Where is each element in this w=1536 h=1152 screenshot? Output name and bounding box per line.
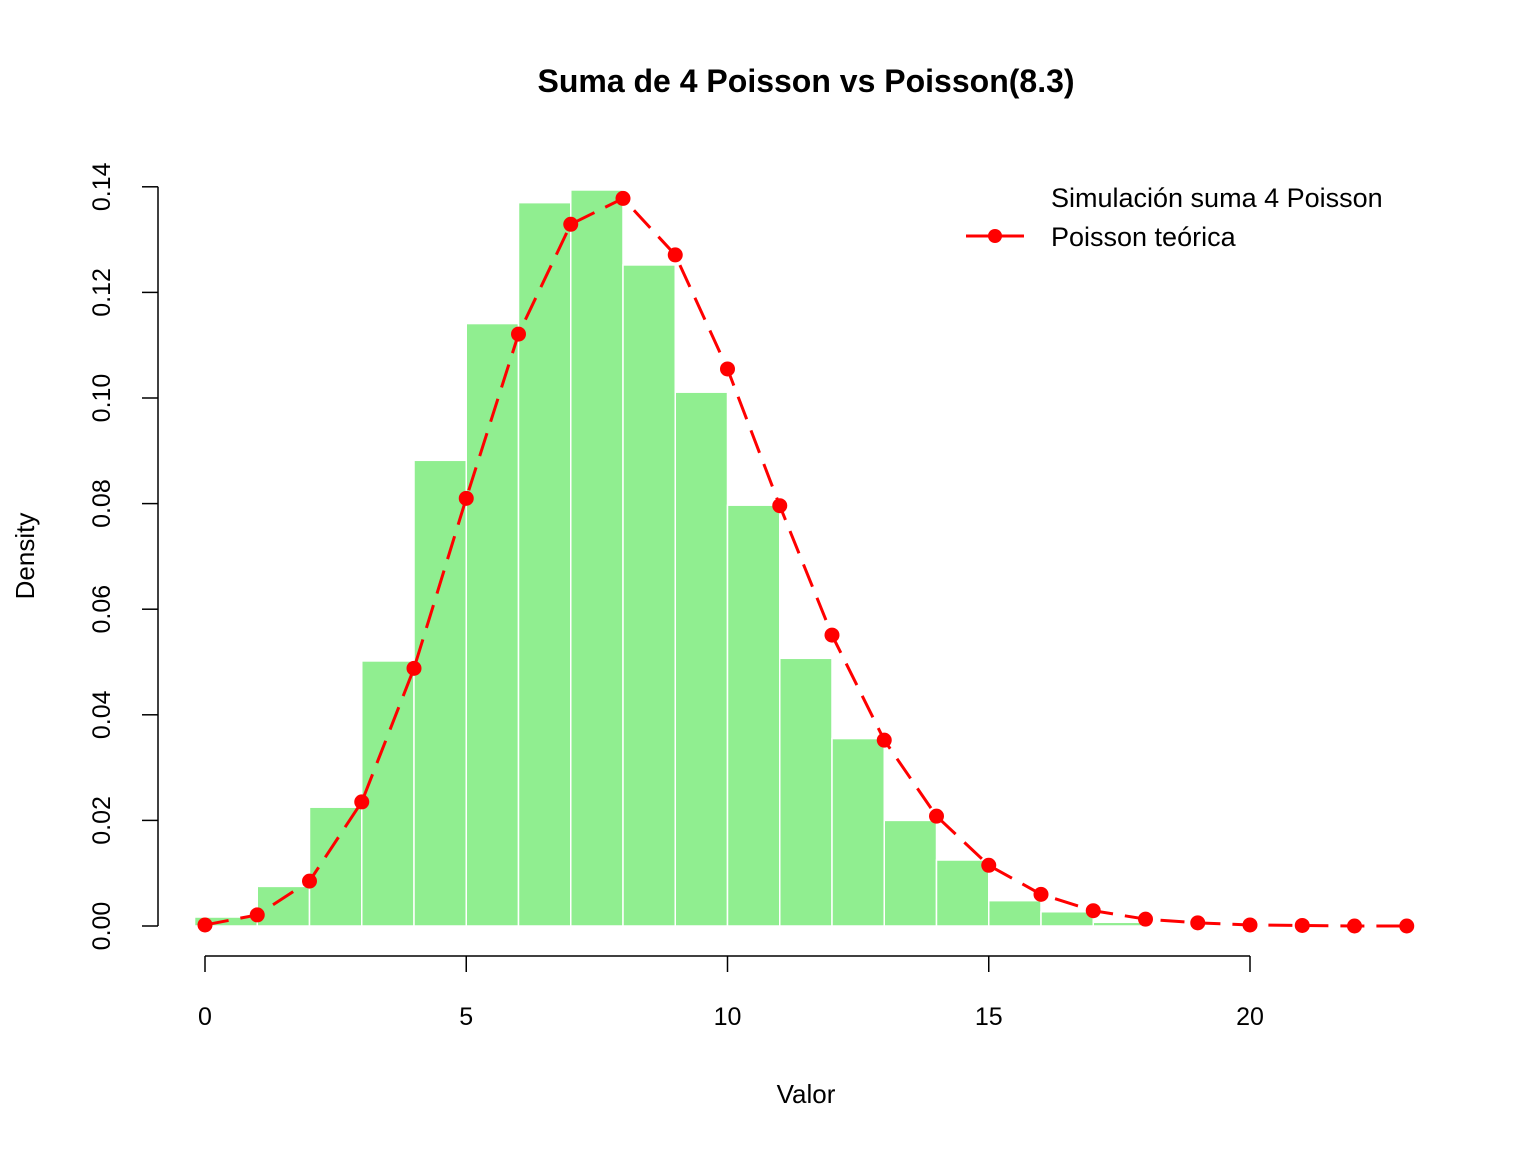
histogram-bar [988,899,1042,927]
theoretical-point [406,660,422,676]
histogram-bar [726,504,781,927]
chart-title: Suma de 4 Poisson vs Poisson(8.3) [537,63,1074,99]
histogram-bar [935,859,990,927]
histogram-bar [779,657,833,927]
theoretical-point [1190,915,1206,931]
theoretical-line-layer [204,196,1407,928]
theoretical-point [876,732,892,748]
theoretical-point [197,917,213,933]
histogram-bar [1040,910,1094,927]
theoretical-point [1085,903,1101,919]
theoretical-points [197,190,1415,934]
y-tick-label: 0.08 [88,479,116,528]
y-axis-label: Density [10,513,40,600]
theoretical-point [615,190,631,206]
theoretical-point [824,627,840,643]
x-axis-label: Valor [777,1079,836,1109]
theoretical-line [204,196,1407,928]
theoretical-point [1294,917,1310,933]
theoretical-point [1138,911,1153,927]
y-axis: 0.00 0.02 0.04 0.06 0.08 0.10 0.12 0.14 [88,162,159,951]
y-tick-label: 0.12 [88,268,116,317]
histogram-bar [622,264,676,927]
legend: Simulación suma 4 Poisson Poisson teóric… [966,183,1383,252]
histogram-bar [570,189,624,927]
theoretical-point [1347,918,1362,934]
x-tick-label: 0 [198,1003,212,1031]
histogram-bar [517,201,572,927]
y-tick-label: 0.02 [88,796,116,845]
histogram-bar [413,459,467,927]
histogram-bar [1092,921,1147,927]
theoretical-point [458,490,474,506]
theoretical-point [249,907,265,923]
legend-label-theoretical: Poisson teórica [1051,222,1237,252]
histogram-bar [308,806,363,927]
histogram-bar [361,660,415,927]
y-tick-label: 0.00 [88,902,116,951]
theoretical-point [981,857,997,873]
theoretical-point [563,216,579,232]
x-tick-label: 15 [975,1003,1003,1031]
theoretical-point [929,808,944,824]
x-axis: 0 5 10 15 20 [198,955,1264,1031]
histogram-bar [831,737,885,927]
y-tick-label: 0.10 [88,374,116,423]
x-tick-label: 5 [459,1003,473,1031]
theoretical-point [511,326,526,342]
y-tick-label: 0.04 [88,690,116,739]
histogram-bars [193,189,1251,927]
histogram-bar [1144,924,1199,927]
legend-marker-theoretical [988,229,1002,243]
theoretical-point [720,361,735,377]
histogram-bar [465,322,520,927]
theoretical-point [354,794,370,810]
theoretical-point [667,247,683,263]
theoretical-point [1033,886,1049,902]
x-tick-label: 20 [1236,1003,1264,1031]
theoretical-point [1242,917,1258,933]
histogram-bar [256,885,311,927]
x-tick-label: 10 [714,1003,742,1031]
histogram-bar [674,391,729,927]
y-tick-label: 0.06 [88,585,116,634]
legend-label-simulation: Simulación suma 4 Poisson [1051,183,1383,213]
theoretical-point [302,873,317,889]
theoretical-point [772,498,788,514]
y-tick-label: 0.14 [88,162,116,211]
theoretical-point [1399,918,1415,934]
histogram-bar [883,819,938,927]
